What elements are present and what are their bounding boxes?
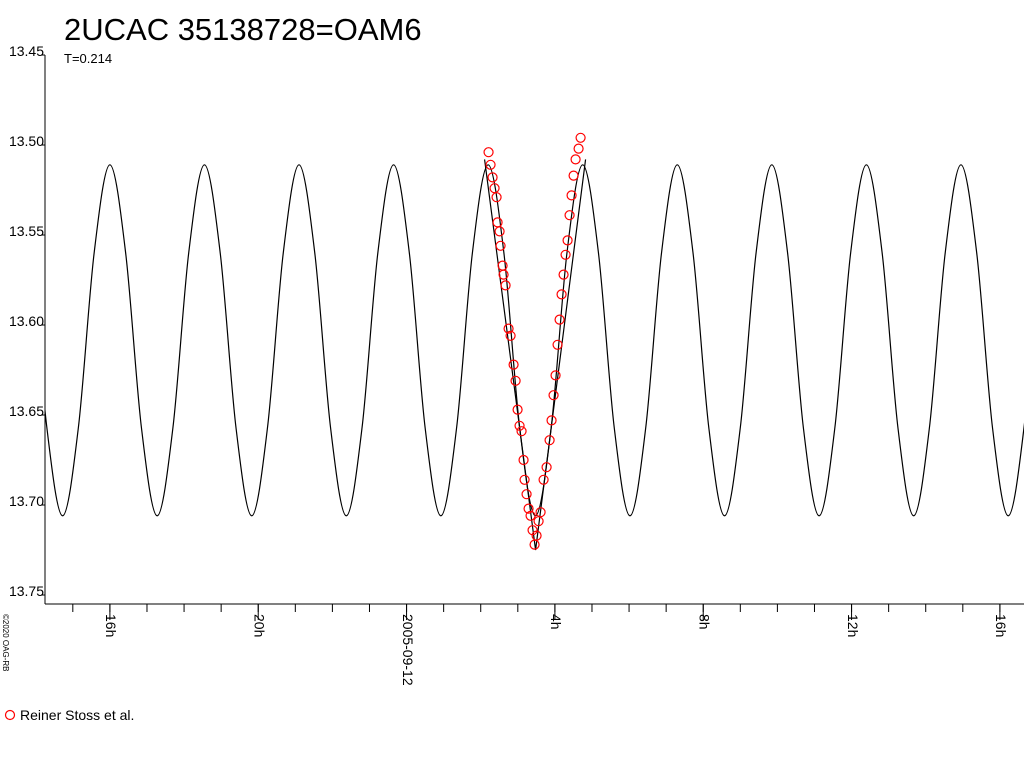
y-tick-label: 13.75 [9,583,44,599]
observation [573,143,584,154]
observation [500,280,511,291]
legend-marker [4,709,16,721]
observation [548,390,559,401]
observation [485,159,496,170]
observation [570,154,581,165]
observation [491,192,502,203]
legend-label: Reiner Stoss et al. [20,707,134,723]
observation [514,420,525,431]
observation [564,210,575,221]
observation [523,503,534,514]
x-tick-label: 16h [993,614,1009,637]
observation [558,269,569,280]
x-tick-label: 8h [697,614,713,630]
observation [487,172,498,183]
x-tick-label: 16h [103,614,119,637]
observation [552,339,563,350]
observation [538,474,549,485]
credit: ©2020 OAG-RB [1,614,10,671]
observation [560,249,571,260]
chart-title: 2UCAC 35138728=OAM6 [64,12,422,47]
observation [554,314,565,325]
observation [519,474,530,485]
plot-area [45,132,1024,551]
observation [550,370,561,381]
observation [521,489,532,500]
model-curve [483,159,587,551]
x-tick-label: 20h [252,614,268,637]
observation [525,510,536,521]
observation [494,226,505,237]
y-tick-label: 13.70 [9,493,44,509]
observation [503,323,514,334]
observation [544,435,555,446]
observation [512,404,523,415]
x-tick-label: 2005-09-12 [400,614,416,686]
observation [546,415,557,426]
chart-subtitle: T=0.214 [64,51,112,66]
observation [498,269,509,280]
observation [483,147,494,158]
y-tick-label: 13.65 [9,403,44,419]
observation [562,235,573,246]
y-tick-label: 13.55 [9,223,44,239]
observation [556,289,567,300]
observation [518,454,529,466]
observation [531,530,542,541]
observation [495,240,506,251]
observation [575,132,586,143]
y-tick-label: 13.60 [9,313,44,329]
observation [510,375,521,386]
observation [566,190,577,201]
observation [535,507,546,518]
observation [508,359,519,370]
y-tick-label: 13.50 [9,133,44,149]
x-tick-label: 12h [845,614,861,637]
x-tick-label: 4h [548,614,564,630]
y-tick-label: 13.45 [9,43,44,59]
observation [568,170,579,181]
observation [505,330,516,341]
observation [516,426,527,437]
observation [541,462,552,473]
